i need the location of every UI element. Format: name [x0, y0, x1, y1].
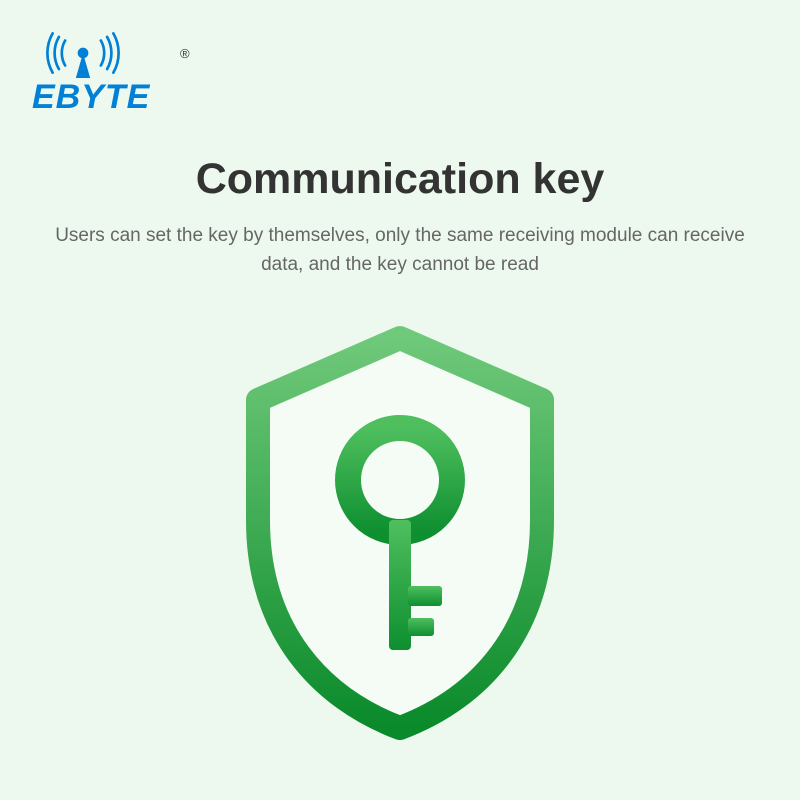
- brand-text: EBYTE: [32, 78, 150, 117]
- brand-logo: ® EBYTE: [32, 28, 150, 117]
- page-title: Communication key: [0, 155, 800, 204]
- antenna-icon: [38, 28, 128, 78]
- shield-key-graphic: [220, 320, 580, 740]
- page-subtitle: Users can set the key by themselves, onl…: [0, 222, 800, 279]
- shield-key-icon: [220, 320, 580, 740]
- registered-mark: ®: [180, 46, 190, 61]
